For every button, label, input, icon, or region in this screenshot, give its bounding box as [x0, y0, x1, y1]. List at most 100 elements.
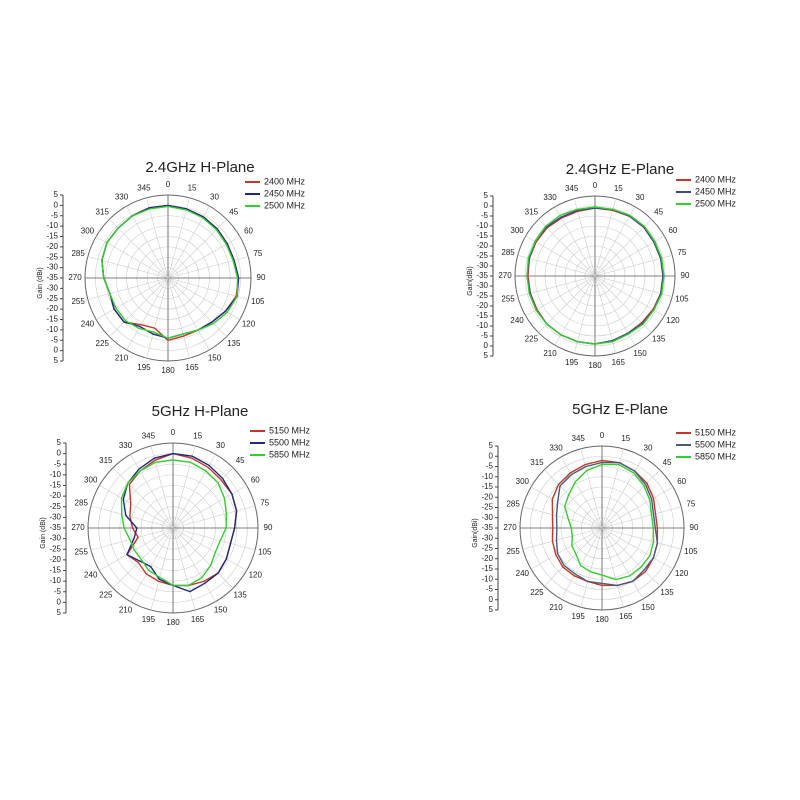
angle-tick-label: 150	[641, 603, 655, 612]
angle-tick-label: 120	[249, 571, 263, 580]
angle-tick-label: 45	[663, 458, 672, 467]
grid-spoke	[172, 527, 234, 589]
angle-tick-label: 300	[510, 226, 524, 235]
angle-tick-label: 270	[68, 273, 82, 282]
r-tick-label: -20	[476, 241, 488, 250]
angle-tick-label: 120	[666, 316, 680, 325]
r-tick-label: 5	[54, 356, 59, 365]
r-tick-label: -10	[49, 470, 61, 479]
angle-tick-label: 330	[549, 443, 563, 452]
grid-spoke	[580, 527, 603, 608]
chart-title: 5GHz E-Plane	[572, 401, 668, 418]
angle-tick-label: 15	[614, 184, 623, 193]
angle-tick-label: 0	[600, 431, 605, 440]
angle-tick-label: 0	[166, 180, 171, 189]
r-tick-label: 5	[57, 608, 62, 617]
angle-tick-label: 15	[193, 431, 202, 440]
grid-spoke	[109, 277, 169, 337]
grid-spoke	[172, 527, 216, 602]
polar-chart: 5GHz H-Plane5500-5-5-10-10-15-15-20-20-2…	[40, 403, 311, 627]
grid-spoke	[90, 527, 174, 551]
grid-spoke	[601, 486, 674, 529]
grid-spoke	[172, 485, 247, 529]
angle-tick-label: 330	[543, 193, 557, 202]
grid-spoke	[522, 527, 603, 550]
grid-spoke	[594, 206, 636, 277]
r-tick-label: -10	[481, 574, 493, 583]
r-tick-label: -5	[51, 211, 59, 220]
r-tick-label: -30	[46, 263, 58, 272]
series-line	[555, 461, 659, 587]
angle-tick-label: 195	[142, 615, 156, 624]
r-tick-label: -5	[481, 331, 489, 340]
y-axis-label: Gain(dBi)	[472, 518, 479, 548]
r-tick-label: 5	[489, 441, 494, 450]
angle-tick-label: 330	[115, 193, 129, 202]
legend-label: 2450 MHz	[695, 186, 737, 196]
angle-tick-label: 240	[84, 571, 98, 580]
grid-spoke	[172, 527, 247, 571]
r-tick-label: -20	[476, 301, 488, 310]
angle-tick-label: 255	[75, 548, 89, 557]
r-tick-label: 5	[54, 190, 59, 199]
r-tick-label: -5	[486, 462, 494, 471]
r-tick-label: 0	[489, 595, 494, 604]
grid-spoke	[601, 448, 624, 529]
grid-spoke	[99, 527, 174, 571]
grid-spoke	[167, 277, 249, 300]
r-tick-label: -25	[49, 502, 61, 511]
polar-chart: 2.4GHz E-Plane5500-5-5-10-10-15-15-20-20…	[467, 161, 737, 370]
grid-spoke	[90, 505, 174, 529]
angle-tick-label: 45	[236, 456, 245, 465]
grid-spoke	[530, 527, 603, 570]
grid-spoke	[126, 277, 169, 351]
angle-tick-label: 195	[565, 358, 579, 367]
grid-spoke	[525, 235, 596, 277]
grid-spoke	[601, 527, 644, 600]
r-tick-label: -35	[476, 271, 488, 280]
grid-spoke	[560, 527, 603, 600]
grid-spoke	[594, 235, 665, 277]
r-tick-label: -30	[476, 261, 488, 270]
series-line	[563, 463, 655, 581]
r-tick-label: -5	[481, 211, 489, 220]
r-tick-label: -30	[476, 281, 488, 290]
r-tick-label: -5	[51, 335, 59, 344]
grid-spoke	[167, 219, 227, 279]
angle-tick-label: 345	[137, 183, 151, 192]
grid-spoke	[538, 219, 596, 277]
r-tick-label: -10	[476, 221, 488, 230]
y-axis-label: Gain(dBi)	[467, 266, 474, 296]
angle-tick-label: 180	[595, 615, 609, 624]
y-axis-label: Gain (dBi)	[37, 267, 44, 299]
grid-spoke	[99, 485, 174, 529]
grid-spoke	[601, 527, 624, 608]
grid-spoke	[522, 506, 603, 529]
r-tick-label: -25	[49, 544, 61, 553]
series-line	[526, 206, 665, 345]
r-tick-label: -20	[481, 492, 493, 501]
angle-tick-label: 90	[257, 273, 266, 282]
angle-tick-label: 150	[214, 605, 228, 614]
series-line	[551, 459, 659, 587]
angle-tick-label: 90	[690, 523, 699, 532]
angle-tick-label: 15	[188, 183, 197, 192]
angle-tick-label: 105	[684, 547, 698, 556]
r-tick-label: -20	[49, 555, 61, 564]
angle-tick-label: 75	[260, 499, 269, 508]
angle-tick-label: 300	[516, 477, 530, 486]
angle-tick-label: 105	[258, 548, 272, 557]
grid-spoke	[167, 197, 190, 279]
grid-spoke	[554, 275, 596, 346]
r-tick-label: -10	[46, 221, 58, 230]
angle-tick-label: 165	[185, 363, 199, 372]
angle-tick-label: 105	[251, 297, 265, 306]
r-tick-label: -25	[476, 251, 488, 260]
r-tick-label: -35	[46, 273, 58, 282]
legend-label: 2400 MHz	[264, 176, 306, 186]
grid-spoke	[172, 505, 256, 529]
angle-tick-label: 315	[96, 207, 110, 216]
grid-spoke	[172, 445, 196, 529]
angle-tick-label: 105	[675, 294, 689, 303]
grid-spoke	[130, 454, 174, 529]
